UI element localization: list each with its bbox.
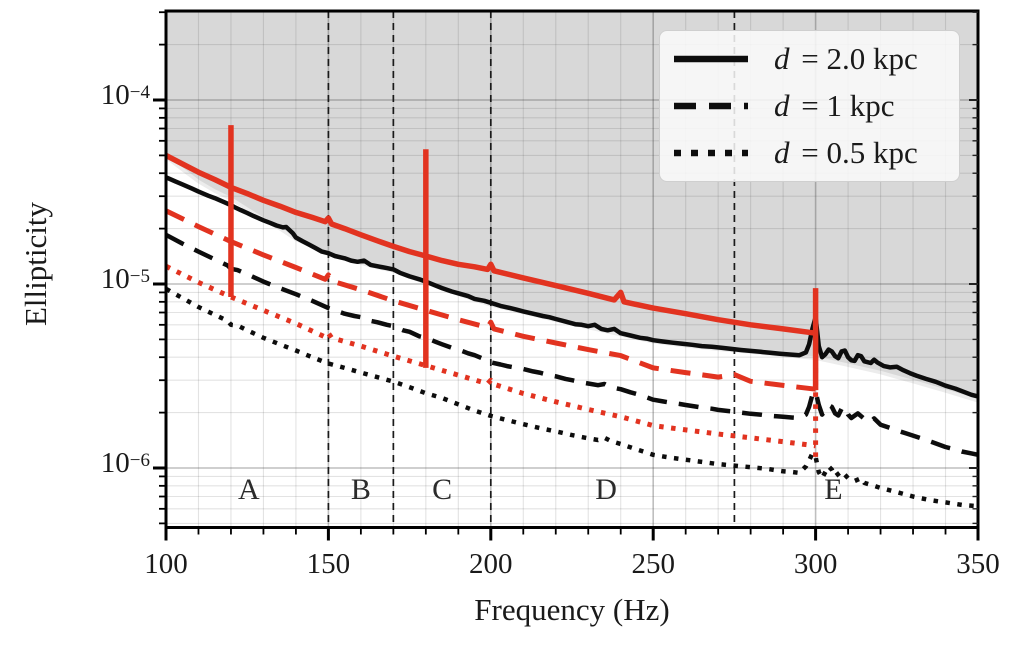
legend-swatch-dotted-line-icon [674,150,748,157]
y-tick-label: 10−4 [100,79,150,111]
curve-black-dotted [166,286,978,509]
x-tick-label: 250 [631,548,675,580]
axis-ticks [153,11,980,541]
curve-red-dashed [166,208,816,392]
legend-swatch-dashed-line-icon [674,102,748,110]
curve-black-solid [166,175,978,399]
legend-entry-dotted: d = 0.5 kpc [672,130,959,176]
curve-red-dotted [166,263,816,449]
band-label-C: C [432,473,453,507]
legend-label: d = 2.0 kpc [774,40,918,76]
x-tick-label: 350 [956,548,1000,580]
legend-entry-solid: d = 2.0 kpc [672,36,959,82]
legend-swatch-solid-line-icon [674,55,748,62]
x-tick-label: 100 [144,548,188,580]
y-tick-label: 10−6 [100,447,150,479]
legend-entry-dashed: d = 1 kpc [672,83,959,129]
legend: d = 2.0 kpc d = 1 kpc d = 0.5 kpc [659,30,960,182]
curve-black-dashed [166,232,978,457]
plot-frame [164,9,980,529]
y-axis-title: Ellipticity [18,202,53,326]
band-label-E: E [824,473,843,507]
x-tick-label: 300 [793,548,838,580]
legend-label: d = 0.5 kpc [774,135,918,171]
grid [166,11,978,528]
x-tick-label: 150 [306,548,351,580]
band-label-B: B [350,473,371,507]
band-label-A: A [237,473,260,507]
x-axis-title: Frequency (Hz) [474,592,670,627]
y-tick-label: 10−5 [100,263,150,295]
legend-label: d = 1 kpc [774,87,895,123]
band-label-D: D [595,473,617,507]
x-tick-label: 200 [469,548,513,580]
